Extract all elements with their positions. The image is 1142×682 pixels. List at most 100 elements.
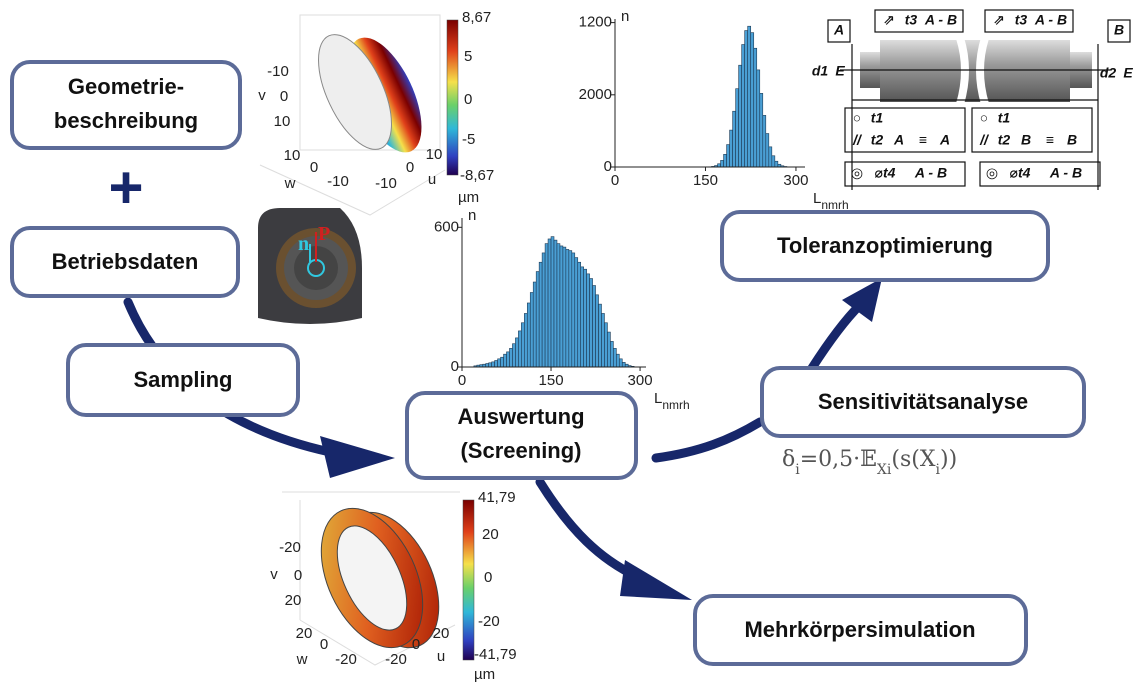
colorbar-label: µm: [474, 666, 495, 682]
formula-part: i: [936, 462, 941, 478]
histogram-bar: [762, 115, 767, 168]
box: [405, 391, 638, 480]
frame-text: ≡: [919, 132, 927, 148]
formula-part: i: [795, 462, 800, 478]
histogram-bar: [547, 238, 552, 368]
axis-label: 20: [296, 625, 313, 642]
frame-text: A - B: [914, 165, 947, 181]
histogram-bar: [756, 69, 761, 168]
histogram-bar: [515, 337, 519, 368]
box: [10, 60, 242, 150]
frame-text: ⌀t4: [875, 165, 896, 181]
frame-text: ⇗: [993, 12, 1005, 28]
histogram-bar: [729, 129, 733, 168]
axis-label: u: [437, 648, 445, 665]
histogram-bar: [565, 249, 570, 368]
axis-label: w: [284, 175, 296, 192]
datum: B: [1114, 22, 1124, 38]
box: [10, 226, 240, 298]
histogram-bar: [723, 154, 727, 168]
histogram-bar: [532, 281, 537, 368]
frame-text: ○: [980, 110, 988, 126]
histogram-bar: [503, 353, 507, 368]
axis-label: 0: [406, 159, 414, 176]
axis-label: -10: [375, 175, 397, 192]
axis-label: 20: [433, 625, 450, 642]
y-axis-label: n: [621, 8, 629, 25]
box-label: (Screening): [460, 438, 581, 463]
histogram-bar: [506, 351, 510, 368]
bearing-label: P: [318, 223, 330, 245]
histogram-bar: [592, 285, 596, 368]
axis-label: 0: [280, 88, 288, 105]
histogram-bar: [750, 32, 755, 168]
histogram-bar: [595, 294, 599, 368]
bearing-label: n: [298, 233, 309, 255]
box-label: Geometrie-: [68, 74, 184, 99]
x-axis-label-sub: nmrh: [821, 198, 848, 212]
colorbar-label: µm: [458, 189, 479, 206]
histogram-bar: [747, 25, 752, 168]
x-axis-label-sub: nmrh: [662, 398, 689, 412]
x-axis-label-main: L: [813, 190, 821, 207]
histogram-bar: [613, 348, 617, 368]
frame-text: ≡: [1046, 132, 1054, 148]
colorbar-label: 41,79: [478, 489, 516, 506]
x-tick-label: 0: [611, 172, 619, 189]
frame-text: ○: [853, 110, 861, 126]
histogram-bar: [497, 358, 501, 368]
histogram-bar: [765, 133, 770, 168]
box-label: Sampling: [133, 367, 232, 392]
arrow: [651, 417, 765, 463]
formula: δi=0,5·𝔼Xi(s(Xi)): [782, 447, 957, 478]
arrow-head: [320, 436, 395, 478]
histogram-bar: [589, 278, 593, 368]
axis-label: 0: [294, 567, 302, 584]
formula-part: δ: [782, 447, 795, 472]
frame-text: A: [939, 132, 950, 148]
frame-text: t1: [871, 110, 884, 126]
histogram-bar: [521, 322, 525, 368]
histogram-bar: [535, 271, 540, 368]
histogram-bar: [526, 302, 531, 368]
x-tick-label: 150: [693, 172, 718, 189]
histogram-bar: [744, 30, 748, 168]
colorbar-label: 5: [464, 48, 472, 65]
x-axis-label: Lnmrh: [654, 390, 690, 412]
box-label: Auswertung: [457, 404, 584, 429]
y-tick-label: 1200: [579, 14, 612, 31]
formula-part: )): [940, 447, 957, 472]
y-axis-label: n: [468, 207, 476, 224]
histogram-bar: [509, 348, 513, 368]
x-tick-label: 300: [783, 172, 808, 189]
histogram-bar: [541, 252, 546, 368]
formula-part: =0,5·𝔼: [800, 447, 877, 472]
histogram-bar: [738, 64, 742, 168]
frame-text: A: [893, 132, 904, 148]
colorbar-label: 0: [464, 91, 472, 108]
formula-part: Xi: [877, 462, 892, 478]
axis-label: 10: [274, 113, 291, 130]
box: [66, 343, 300, 417]
frame-text: ◎: [986, 165, 998, 181]
arrow: [807, 300, 865, 373]
y-tick-label: 600: [434, 218, 459, 235]
histogram-bar: [491, 361, 495, 368]
frame-text: t3: [1015, 12, 1028, 28]
frame-text: t1: [998, 110, 1011, 126]
frame-text: A - B: [924, 12, 957, 28]
histogram-bar: [538, 261, 543, 368]
histogram-bar: [753, 47, 758, 168]
histogram-bar: [529, 292, 534, 368]
frame-text: A - B: [1034, 12, 1067, 28]
histogram-bar: [512, 343, 516, 368]
datum: A: [833, 22, 844, 38]
y-tick-label: 2000: [579, 86, 612, 103]
x-tick-label: 0: [458, 372, 466, 389]
colorbar-label: -5: [462, 131, 475, 148]
dim-text: E: [1123, 65, 1133, 81]
axis-label: 0: [320, 636, 328, 653]
axis-label: u: [428, 171, 436, 188]
axis-label: v: [270, 566, 278, 583]
histogram-bar: [720, 160, 724, 168]
